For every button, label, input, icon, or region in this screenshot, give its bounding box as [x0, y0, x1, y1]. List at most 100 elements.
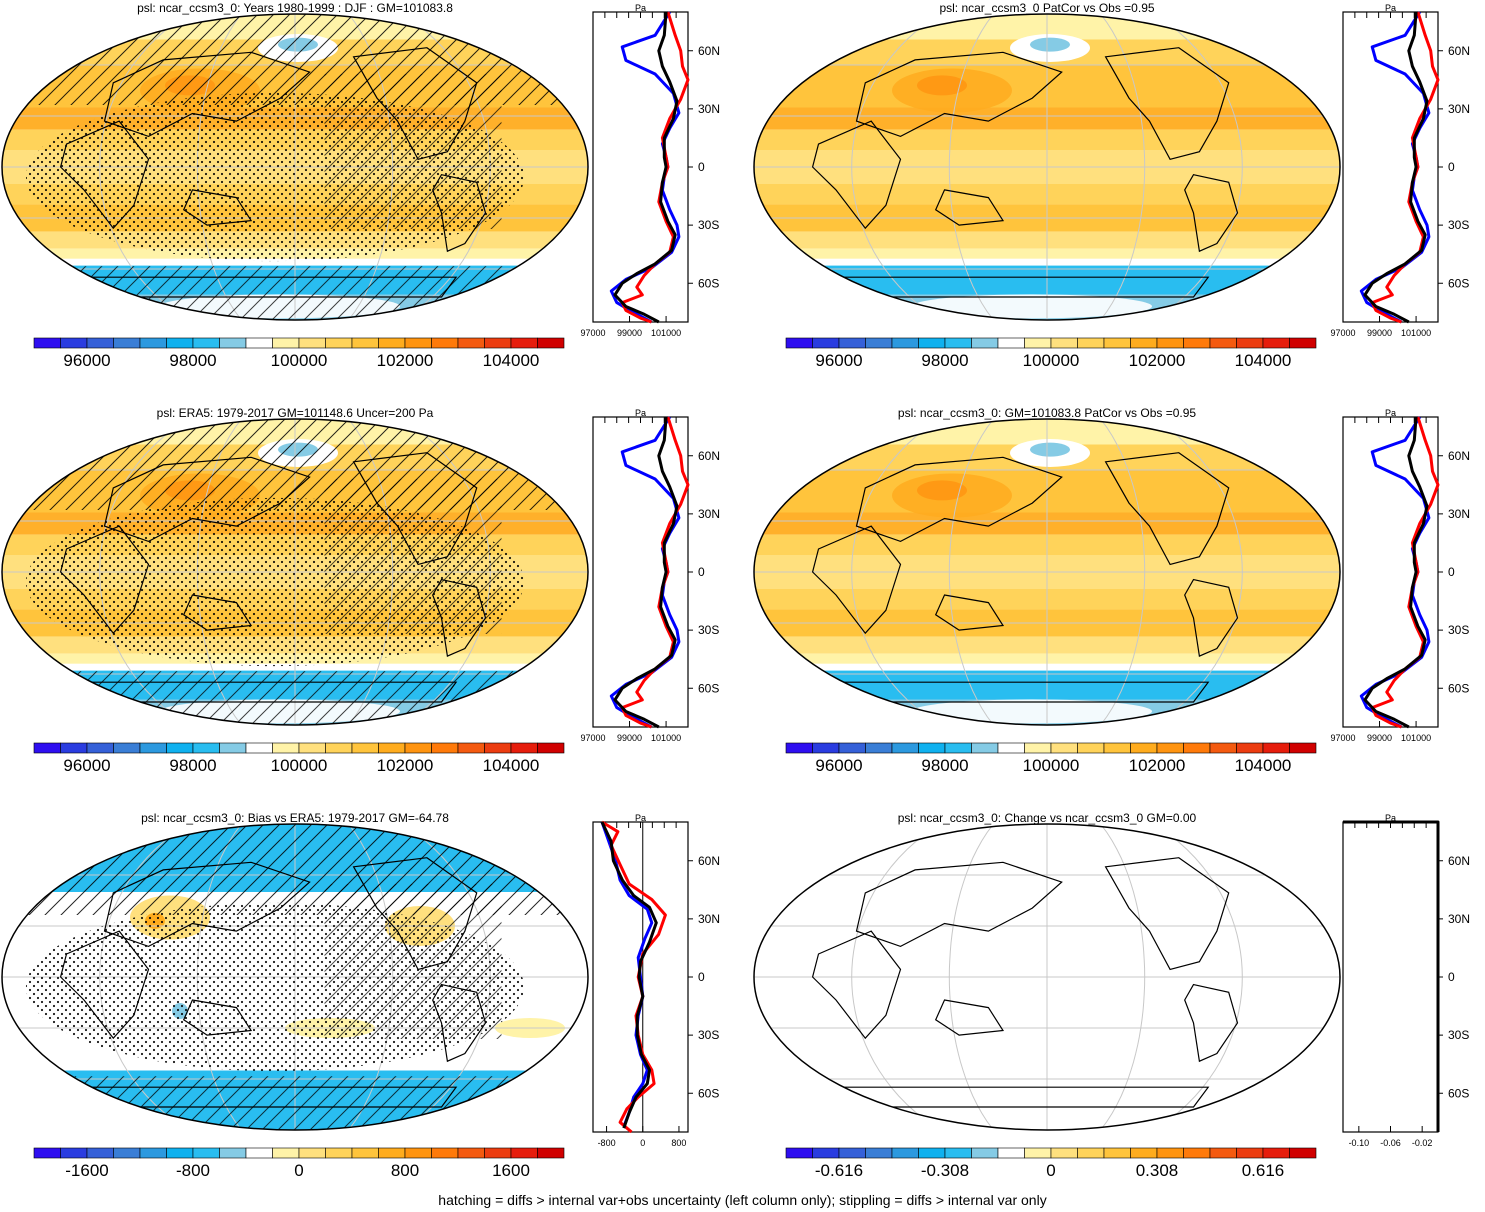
colorbar-swatch [325, 742, 353, 754]
coastline [811, 525, 902, 635]
colorbar-swatch [86, 742, 114, 754]
hatching-south [2, 671, 588, 725]
longitude-gridline [1100, 419, 1146, 725]
map-outline [753, 13, 1341, 321]
colorbar-swatch [166, 337, 194, 349]
lat-tick-label: 30N [698, 102, 720, 116]
hatching-east [324, 884, 502, 1039]
longitude-gridline [948, 14, 994, 320]
lat-tick-label: 0 [698, 565, 705, 579]
profile-series-line [1363, 416, 1429, 729]
lat-tick-label: 30N [1448, 102, 1470, 116]
colorbar-tick-label: 98000 [921, 351, 968, 370]
coastline [855, 861, 1063, 948]
coastline [855, 456, 1063, 543]
colorbar-tick-label: 104000 [1235, 756, 1292, 775]
x-tick-label: 101000 [651, 328, 681, 338]
x-tick-label: -800 [598, 1138, 616, 1148]
colorbar-swatch [1289, 337, 1317, 349]
lat-tick-label: 0 [1448, 160, 1455, 174]
longitude-gridline [1153, 14, 1243, 320]
colorbar-swatch [431, 337, 459, 349]
colorbar-swatch [971, 337, 999, 349]
colorbar-swatch [865, 1147, 893, 1159]
colorbar-swatch [245, 742, 273, 754]
high-pressure-core [917, 75, 967, 96]
colorbar-tick-label: 102000 [377, 351, 434, 370]
colorbar-swatch [838, 337, 866, 349]
colorbar-swatch [113, 742, 141, 754]
x-tick-label: 99000 [1367, 328, 1392, 338]
coastline [1184, 983, 1239, 1063]
profile-4: Pa 60N 30N 0 30S 60S -800 0 800 [592, 813, 720, 1148]
profile-series-line [620, 416, 690, 729]
colorbar-swatch [298, 337, 326, 349]
colorbar-swatch [865, 337, 893, 349]
profile-2: Pa 60N 30N 0 30S 60S 97000 99000 101000 [580, 408, 720, 743]
colorbar-swatch [484, 337, 512, 349]
colorbar-swatch [166, 742, 194, 754]
coastline [1104, 857, 1230, 971]
colorbar-swatch [404, 742, 432, 754]
profile-1: Pa 60N 30N 0 30S 60S 97000 99000 101000 [1330, 3, 1470, 338]
colorbar-tick-label: 104000 [1235, 351, 1292, 370]
hatching-south [2, 266, 588, 320]
colorbar-swatch [812, 742, 840, 754]
colorbar-tick-label: 104000 [483, 351, 540, 370]
lat-tick-label: 60S [1448, 1086, 1469, 1100]
panel-title: psl: ERA5: 1979-2017 GM=101148.6 Uncer=2… [156, 406, 434, 420]
colorbar-swatch [918, 742, 946, 754]
arctic-low-atlantic [480, 426, 560, 446]
colorbar-tick-label: -1600 [65, 1161, 108, 1180]
x-tick-label: 101000 [1401, 733, 1431, 743]
colorbar-swatch [484, 742, 512, 754]
colorbar-swatch [918, 337, 946, 349]
colorbar-swatch [971, 1147, 999, 1159]
lat-tick-label: 30N [698, 912, 720, 926]
colorbar-swatch [245, 1147, 273, 1159]
map-outline [753, 418, 1341, 726]
colorbar-swatch [838, 1147, 866, 1159]
colorbar-swatch [1130, 1147, 1158, 1159]
colorbar-swatch [351, 337, 379, 349]
profile-frame [592, 416, 689, 728]
profile-frame [1342, 416, 1439, 728]
colorbar-swatch [1156, 337, 1184, 349]
colorbar-swatch [785, 337, 813, 349]
colorbar-swatch [457, 337, 485, 349]
colorbar-5: -0.616 -0.308 0 0.308 0.616 [785, 1147, 1317, 1180]
x-tick-label: 0 [640, 1138, 645, 1148]
colorbar-swatch [891, 1147, 919, 1159]
colorbar-swatch [272, 1147, 300, 1159]
map-outline [1, 823, 589, 1131]
longitude-gridline [948, 824, 994, 1130]
profile-series-line [600, 821, 658, 1129]
x-tick-label: 101000 [651, 733, 681, 743]
colorbar-2: 96000 98000 100000 102000 104000 [33, 742, 565, 775]
lat-tick-label: 30N [1448, 912, 1470, 926]
colorbar-swatch [918, 1147, 946, 1159]
panel-title: psl: ncar_ccsm3_0: Bias vs ERA5: 1979-20… [141, 811, 449, 825]
antarctic-region [912, 294, 1152, 319]
colorbar-swatch [325, 337, 353, 349]
colorbar-swatch [484, 1147, 512, 1159]
colorbar-swatch [298, 742, 326, 754]
x-tick-label: 800 [671, 1138, 686, 1148]
map-outline [1, 13, 589, 321]
colorbar-swatch [997, 742, 1025, 754]
x-tick-label: 97000 [580, 733, 605, 743]
profile-unit-label: Pa [635, 813, 646, 823]
colorbar-swatch [33, 337, 61, 349]
colorbar-1: 96000 98000 100000 102000 104000 [785, 337, 1317, 370]
lat-tick-label: 30S [698, 218, 719, 232]
colorbar-swatch [1183, 742, 1211, 754]
colorbar-swatch [1103, 337, 1131, 349]
colorbar-swatch [86, 337, 114, 349]
colorbar-swatch [944, 742, 972, 754]
colorbar-swatch [812, 1147, 840, 1159]
colorbar-swatch [1156, 1147, 1184, 1159]
lat-tick-label: 60N [698, 449, 720, 463]
lat-tick-label: 60S [1448, 276, 1469, 290]
lat-tick-label: 60N [1448, 854, 1470, 868]
colorbar-swatch [997, 337, 1025, 349]
